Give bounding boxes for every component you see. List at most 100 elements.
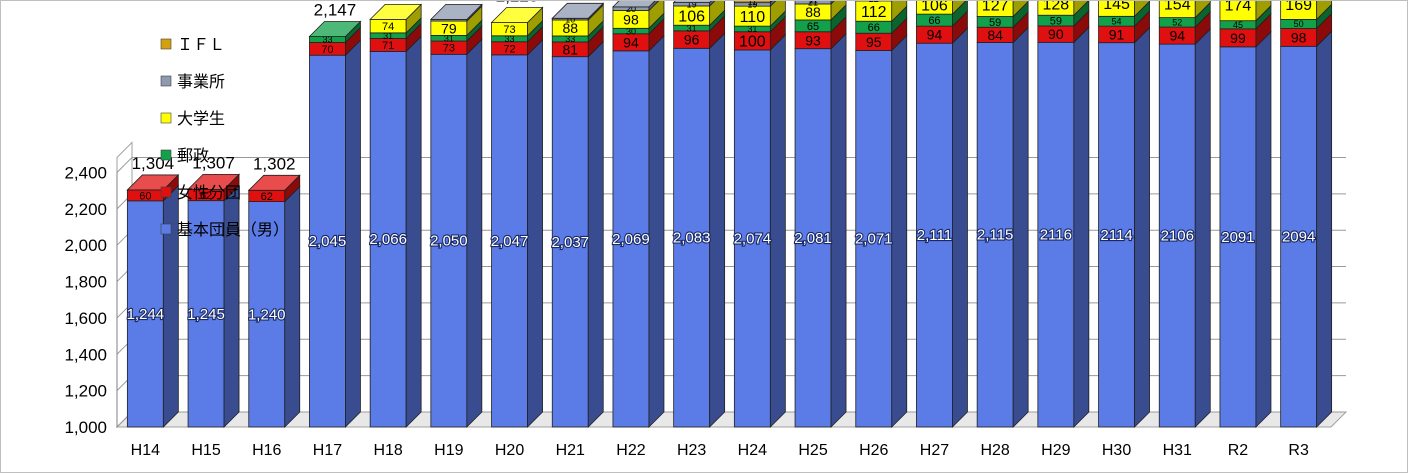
y-tick-label: 1,600 [64, 309, 107, 328]
bar-stack-H16: 1,240 62 1,302 [247, 154, 301, 428]
data-label: 30 [626, 26, 636, 36]
bar-side-4 [1073, 1, 1089, 17]
bar-segment-1 [1219, 46, 1257, 428]
legend-label: 郵政 [177, 146, 209, 165]
bar-side-1 [1255, 30, 1272, 428]
bar-segment-1 [673, 47, 711, 428]
bar-stack-H28: 2,1158459127212,416 [976, 1, 1029, 428]
data-label: 2106 [1161, 228, 1194, 245]
bar-stack-H26: 2,071956611222112,377 [854, 1, 908, 428]
bar-side-4 [1194, 1, 1211, 19]
data-label: 66 [868, 22, 880, 34]
bar-side-1 [587, 40, 604, 428]
legend-label: 大学生 [177, 109, 225, 128]
data-label: 106 [921, 1, 948, 14]
data-label: 2094 [1282, 229, 1315, 246]
bar-side-1 [709, 32, 726, 428]
data-label: 90 [1048, 26, 1064, 42]
bar-side-4 [1255, 1, 1272, 22]
data-label: 2,115 [977, 227, 1013, 244]
bar-side-3 [1073, 1, 1090, 27]
data-label: 54 [1112, 16, 1122, 26]
total-label: 2,147 [314, 1, 357, 19]
y-tick-label: 1,200 [64, 382, 107, 401]
data-label: 33 [505, 34, 515, 44]
data-label: 2114 [1100, 227, 1132, 244]
legend-swatch [160, 223, 172, 235]
y-tick-label: 1,000 [64, 418, 107, 437]
total-label: 1,302 [253, 154, 296, 173]
data-label: 2116 [1040, 227, 1072, 244]
bar-top [429, 4, 483, 20]
x-category-label: H21 [556, 442, 585, 459]
bar-side-4 [1012, 1, 1029, 18]
data-label: 60 [139, 190, 151, 202]
bar-side-5 [648, 1, 660, 12]
y-tick-label: 2,000 [64, 236, 107, 255]
x-category-label: H22 [616, 442, 645, 459]
legend-swatch [160, 186, 172, 198]
data-label: 59 [1050, 16, 1062, 28]
bar-side-4 [830, 1, 847, 21]
bar-segment-1 [1037, 41, 1075, 428]
data-label: 2,050 [430, 233, 468, 250]
x-category-label: H15 [191, 442, 220, 459]
x-category-label: H23 [677, 442, 706, 459]
data-label: 31 [747, 24, 757, 34]
total-label: 2,225 [496, 1, 539, 5]
total-label: 2,242 [374, 1, 417, 2]
bar-side-4 [648, 1, 665, 30]
data-label: 31 [383, 31, 393, 41]
bar-top [672, 1, 712, 3]
bar-top [490, 7, 544, 23]
y-tick-label: 1,800 [64, 273, 107, 292]
bar-stack-H29: 2116905912819152,427 [1037, 1, 1090, 428]
x-category-label: H26 [859, 442, 888, 459]
bar-segment-1 [1098, 42, 1135, 428]
bar-side-1 [648, 34, 665, 428]
data-label: 81 [562, 41, 578, 57]
data-label: 72 [503, 43, 515, 55]
bar-side-6 [769, 1, 773, 4]
bar-segment-1 [491, 54, 528, 428]
data-label: 154 [1164, 1, 1191, 13]
bar-side-4 [891, 1, 908, 23]
x-category-label: H30 [1102, 442, 1131, 459]
data-label: 10 [565, 14, 575, 24]
bar-segment-1 [551, 56, 589, 428]
data-label: 33 [322, 35, 332, 45]
data-label: 96 [684, 32, 700, 48]
data-label: 112 [861, 4, 887, 21]
legend-swatch [160, 149, 172, 161]
bar-stack-H27: 2,111946610622112,410 [916, 1, 968, 428]
bar-side-4 [709, 1, 726, 27]
x-category-label: H17 [313, 442, 342, 459]
data-label: 100 [739, 34, 766, 51]
bar-top [308, 21, 362, 37]
data-label: 66 [928, 15, 940, 27]
y-tick-label: 2,400 [64, 163, 107, 182]
x-category-label: H28 [980, 442, 1009, 459]
data-label: 52 [1172, 18, 1182, 28]
bar-top [187, 173, 241, 190]
bar-segment-1 [794, 48, 832, 428]
bar-segment-1 [916, 42, 953, 428]
data-label: 1,244 [127, 306, 165, 323]
data-label: 95 [866, 34, 882, 50]
data-label: 2,066 [369, 231, 407, 248]
data-label: 19 [747, 1, 757, 10]
x-category-label: H25 [798, 442, 827, 459]
bar-side-1 [1012, 26, 1029, 428]
bar-stack-H15: 1,245 62 1,307 [186, 153, 241, 428]
legend-label: 事業所 [177, 72, 225, 91]
data-label: 2,081 [794, 230, 832, 247]
data-label: 79 [441, 20, 457, 36]
data-label: 98 [623, 11, 639, 27]
x-category-label: H24 [738, 442, 767, 459]
